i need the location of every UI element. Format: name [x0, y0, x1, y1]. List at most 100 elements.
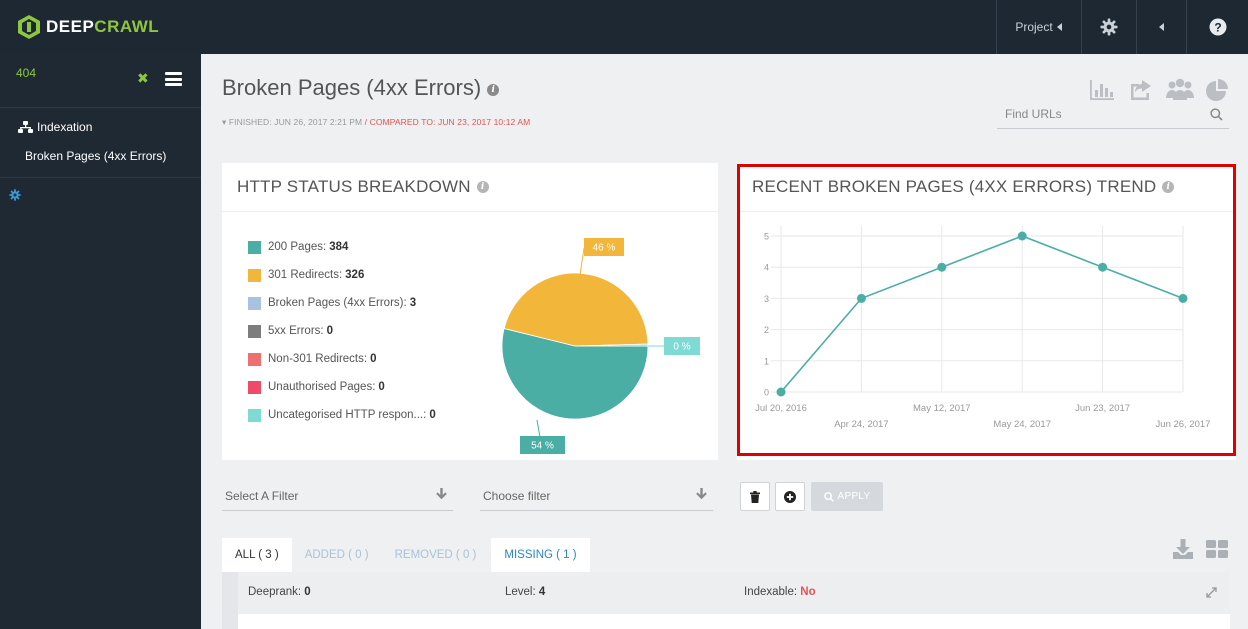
trend-data-point[interactable] [1178, 293, 1188, 303]
sidebar-item-broken-pages[interactable]: Broken Pages (4xx Errors) [25, 149, 167, 163]
deepcrawl-logo[interactable]: DEEPCRAWL [16, 13, 159, 41]
bar-chart-icon[interactable] [1089, 77, 1115, 103]
trend-line-chart: 0 1 2 3 4 5 Jul 20, 2016 Apr 24, 2017 May 12, 20… [755, 226, 1211, 430]
tab-missing[interactable]: MISSING ( 1 ) [491, 538, 590, 572]
legend-swatch [248, 296, 261, 310]
x-tick-label: Apr 24, 2017 [834, 419, 888, 430]
sidebar-item-indexation[interactable]: Indexation [18, 120, 92, 134]
caret-left-icon [1158, 23, 1164, 31]
legend-label: 301 Redirects: [268, 269, 343, 281]
info-icon[interactable]: i [487, 83, 500, 96]
legend-label: Non-301 Redirects: [268, 353, 368, 365]
select-filter-dropdown[interactable]: Select A Filter [222, 483, 453, 511]
pie-label-leader [579, 247, 585, 276]
tab-added[interactable]: ADDED ( 0 ) [304, 549, 369, 561]
deeprank-number: 0 [304, 586, 311, 598]
x-tick-label: Jul 20, 2016 [755, 403, 807, 414]
compared-date: / COMPARED TO: JUN 23, 2017 10:12 AM [362, 117, 531, 127]
expand-icon[interactable] [1205, 586, 1218, 599]
search-icon [823, 491, 834, 502]
y-tick-label: 2 [764, 325, 769, 335]
legend-swatch [248, 380, 261, 394]
crawl-finished-info[interactable]: ▾ FINISHED: JUN 26, 2017 2:21 PM / COMPA… [222, 117, 530, 128]
url-row-partial [222, 614, 1230, 629]
legend-swatch [248, 324, 261, 338]
logo-text-crawl: CRAWL [94, 17, 160, 36]
users-icon[interactable] [1165, 77, 1195, 103]
add-filter-button[interactable] [775, 482, 805, 511]
legend-item[interactable]: 5xx Errors: 0 [248, 317, 436, 345]
trend-data-point[interactable] [1017, 231, 1027, 241]
trash-icon [750, 490, 760, 503]
logo-hexagon-icon [18, 15, 40, 39]
legend-value: 0 [326, 325, 333, 337]
sidebar-section-indexation: Indexation Broken Pages (4xx Errors) [0, 112, 201, 178]
y-tick-label: 0 [764, 388, 769, 398]
legend-item[interactable]: Broken Pages (4xx Errors): 3 [248, 289, 436, 317]
logo-text-deep: DEEP [46, 17, 95, 36]
pie-data-label: 54 % [531, 441, 554, 452]
trend-data-point[interactable] [776, 387, 786, 397]
find-urls-input[interactable] [997, 103, 1187, 125]
trend-data-point[interactable] [937, 262, 947, 272]
top-bar: DEEPCRAWL Project ? [0, 0, 1248, 54]
select-filter-label: Select A Filter [225, 489, 299, 503]
legend-item[interactable]: Non-301 Redirects: 0 [248, 345, 436, 373]
share-icon[interactable] [1128, 77, 1154, 103]
level-value: Level: 4 [505, 586, 545, 598]
legend-item[interactable]: 301 Redirects: 326 [248, 261, 436, 289]
deeprank-value: Deeprank: 0 [248, 586, 311, 598]
card-divider [737, 211, 1236, 212]
sidebar: 404 ✖ Indexation Broken Pages (4xx Error… [0, 54, 201, 629]
caret-left-icon [1056, 23, 1062, 31]
hamburger-icon[interactable] [165, 72, 182, 86]
download-icon[interactable] [1172, 538, 1194, 560]
legend-value: 0 [378, 381, 385, 393]
pie-slice[interactable] [501, 327, 649, 420]
legend-swatch [248, 408, 261, 422]
settings-button[interactable] [1081, 0, 1136, 54]
legend-value: 0 [370, 353, 377, 365]
legend-item[interactable]: 200 Pages: 384 [248, 233, 436, 261]
search-icon[interactable] [1210, 108, 1223, 121]
pie-label-box [664, 337, 700, 355]
legend-label: Broken Pages (4xx Errors): [268, 297, 407, 309]
y-tick-label: 5 [764, 232, 769, 242]
y-tick-label: 1 [764, 356, 769, 366]
pie-chart-icon[interactable] [1205, 77, 1229, 103]
svg-text:?: ? [1214, 20, 1221, 34]
apply-filter-button[interactable]: APPLY [811, 482, 883, 511]
choose-filter-dropdown[interactable]: Choose filter [480, 483, 713, 511]
info-icon[interactable]: i [1162, 181, 1175, 193]
sidebar-settings-button[interactable] [9, 188, 21, 206]
collapse-button[interactable] [1136, 0, 1186, 54]
help-button[interactable]: ? [1186, 0, 1248, 54]
find-urls-field [997, 103, 1229, 129]
legend-swatch [248, 268, 261, 282]
pie-data-label: 46 % [593, 243, 616, 254]
indexable-status: No [800, 586, 816, 598]
tab-removed[interactable]: REMOVED ( 0 ) [394, 549, 477, 561]
legend-item[interactable]: Unauthorised Pages: 0 [248, 373, 436, 401]
logo-text: DEEPCRAWL [46, 17, 159, 37]
trend-data-point[interactable] [1098, 262, 1108, 272]
tab-all[interactable]: ALL ( 3 ) [222, 538, 292, 572]
http-status-card-title: HTTP STATUS BREAKDOWN i [237, 177, 489, 197]
x-tick-label: Jun 26, 2017 [1156, 419, 1211, 430]
sitemap-icon [18, 120, 33, 133]
y-tick-label: 4 [764, 263, 769, 273]
grid-icon[interactable] [1205, 538, 1229, 560]
sidebar-search-input[interactable]: 404 [16, 66, 37, 80]
legend-value: 326 [345, 269, 365, 281]
close-icon[interactable]: ✖ [137, 70, 149, 86]
project-menu[interactable]: Project [996, 0, 1081, 54]
info-icon[interactable]: i [476, 181, 489, 193]
trend-data-point[interactable] [856, 293, 866, 303]
choose-filter-label: Choose filter [483, 489, 551, 503]
legend-label: Uncategorised HTTP respon...: [268, 409, 427, 421]
x-tick-label: May 12, 2017 [913, 403, 971, 414]
delete-filter-button[interactable] [740, 482, 770, 511]
level-number: 4 [538, 586, 546, 598]
legend-item[interactable]: Uncategorised HTTP respon...: 0 [248, 401, 436, 429]
pie-slice[interactable] [503, 272, 649, 347]
